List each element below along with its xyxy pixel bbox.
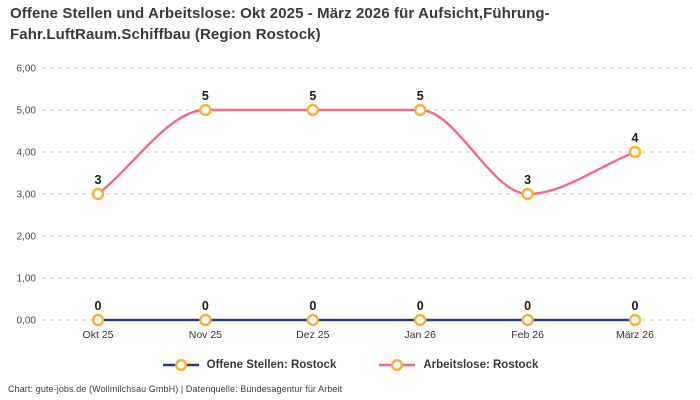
data-point-label: 5 — [202, 89, 209, 103]
data-point-label: 3 — [95, 173, 102, 187]
data-point-label: 5 — [417, 89, 424, 103]
data-point-marker — [199, 103, 212, 117]
legend-label-arbeitslose: Arbeitslose: Rostock — [423, 359, 539, 371]
y-axis-tick-label: 1,00 — [17, 274, 37, 285]
data-point-marker — [306, 313, 319, 327]
chart-title: Offene Stellen und Arbeitslose: Okt 2025… — [10, 5, 550, 43]
data-point-label: 4 — [632, 131, 639, 145]
data-point-marker — [628, 145, 642, 159]
y-axis-tick-label: 0,00 — [17, 316, 37, 327]
data-point-label: 0 — [309, 299, 316, 313]
data-point-marker — [199, 313, 212, 327]
data-point-label: 0 — [524, 299, 531, 313]
y-axis-tick-label: 5,00 — [17, 106, 37, 117]
legend-item-arbeitslose[interactable]: Arbeitslose: Rostock — [378, 358, 538, 372]
data-point-marker — [414, 103, 427, 117]
legend-item-offene-stellen[interactable]: Offene Stellen: Rostock — [162, 358, 337, 372]
legend-label-offene-stellen: Offene Stellen: Rostock — [206, 359, 337, 371]
data-point-label: 0 — [417, 299, 424, 313]
data-point-marker — [628, 313, 642, 327]
data-point-marker — [521, 187, 534, 201]
data-point-label: 3 — [524, 173, 531, 187]
legend-line-marker-icon — [162, 358, 199, 372]
data-point-marker — [521, 313, 534, 327]
y-axis-tick-label: 2,00 — [17, 232, 37, 243]
x-axis-tick-label: Jan 26 — [404, 329, 436, 341]
y-axis-tick-label: 3,00 — [17, 190, 37, 201]
attribution-text: Chart: gute-jobs.de (Wollmilchsau GmbH) … — [8, 384, 343, 394]
data-point-marker — [414, 313, 427, 327]
legend-line-marker-icon — [379, 358, 416, 372]
data-point-marker — [91, 187, 105, 201]
data-point-label: 0 — [95, 299, 102, 313]
data-point-label: 0 — [632, 299, 639, 313]
x-axis-tick-label: Dez 25 — [296, 329, 329, 341]
y-axis-tick-label: 4,00 — [17, 148, 37, 159]
data-point-marker — [306, 103, 319, 117]
x-axis-tick-label: Feb 26 — [511, 329, 544, 341]
chart-canvas: 0,00 1,00 2,00 3,00 4,00 5,00 6,00 Okt 25 Nov 25… — [17, 64, 692, 341]
data-point-marker — [91, 313, 105, 327]
x-axis-tick-label: Nov 25 — [189, 329, 222, 341]
chart-legend: Offene Stellen: Rostock Arbeitslose: Ros… — [0, 358, 700, 372]
x-axis-tick-label: Okt 25 — [83, 329, 114, 341]
x-axis-tick-label: März 26 — [616, 329, 654, 341]
y-axis-tick-label: 6,00 — [17, 64, 37, 75]
data-point-label: 5 — [309, 89, 316, 103]
data-point-label: 0 — [202, 299, 209, 313]
